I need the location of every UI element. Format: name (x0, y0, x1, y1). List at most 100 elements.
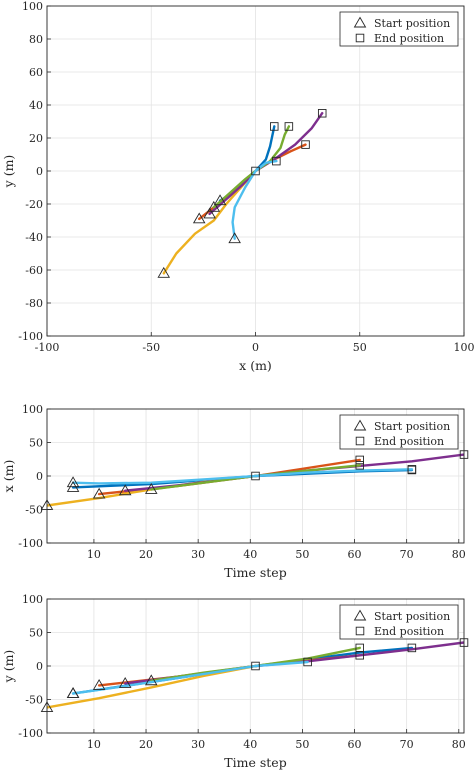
start-marker (203, 207, 216, 219)
y-tick-label: -100 (18, 330, 43, 343)
start-marker (213, 194, 227, 206)
axes-frame (46, 598, 465, 734)
legend-end-label: End position (374, 625, 444, 638)
start-marker (207, 200, 221, 212)
x-tick-label: -50 (142, 341, 160, 354)
x-axis-label: Time step (224, 755, 286, 770)
legend-end-label: End position (374, 435, 444, 448)
x-tick-label: 80 (452, 738, 466, 751)
series-group (47, 453, 464, 507)
end-marker (251, 471, 260, 481)
y-tick-label: -50 (25, 504, 43, 517)
series-group (47, 641, 464, 709)
y-tick-label: 0 (36, 165, 43, 178)
end-marker (407, 465, 417, 474)
x-tick-label: 50 (295, 738, 309, 751)
y-tick-label: -40 (25, 231, 43, 244)
start-marker (66, 687, 80, 698)
x-tick-label: 80 (452, 548, 466, 561)
y-tick-label: -100 (18, 537, 43, 550)
y-tick-label: -60 (25, 264, 43, 277)
y-tick-label: 40 (29, 99, 43, 112)
legend-end-symbol (355, 626, 365, 636)
trajectory-line (71, 468, 414, 485)
end-marker (317, 108, 327, 118)
legend-start-label: Start position (374, 17, 450, 30)
x-tick-label: -100 (35, 341, 60, 354)
y-axis-label: y (m) (1, 155, 16, 189)
y-tick-label: 50 (29, 437, 43, 450)
end-marker (303, 657, 312, 667)
end-marker (251, 661, 260, 671)
end-marker (301, 140, 310, 149)
x-tick-label: 30 (191, 738, 205, 751)
legend-start-label: Start position (374, 420, 450, 433)
axes-frame (46, 5, 465, 337)
trajectory-line (231, 159, 278, 240)
x-tick-label: 60 (348, 548, 362, 561)
end-marker (251, 166, 260, 176)
start-marker (144, 674, 158, 686)
legend-end-symbol (355, 33, 365, 43)
x-tick-label: 40 (243, 548, 257, 561)
legend-start-label: Start position (374, 610, 450, 623)
x-axis-label: Time step (224, 565, 286, 580)
y-tick-label: -20 (25, 198, 43, 211)
end-marker (270, 122, 279, 131)
y-tick-label: 60 (29, 66, 43, 79)
y-tick-label: 80 (29, 33, 43, 46)
x-tick-label: 10 (87, 738, 101, 751)
x-tick-label: 20 (139, 548, 153, 561)
x-tick-label: 50 (295, 548, 309, 561)
x-tick-label: 50 (353, 341, 367, 354)
x-tick-label: 20 (139, 738, 153, 751)
y-tick-label: 100 (22, 0, 43, 13)
start-marker (157, 266, 171, 278)
y-tick-label: 100 (22, 403, 43, 416)
y-tick-label: 20 (29, 132, 43, 145)
end-marker (355, 455, 365, 465)
y-tick-label: 100 (22, 593, 43, 606)
y-tick-label: -80 (25, 297, 43, 310)
trajectory-line (47, 664, 257, 709)
x-tick-label: 40 (243, 738, 257, 751)
x-tick-label: 60 (348, 738, 362, 751)
legend: Start position End position (339, 604, 459, 640)
start-marker (92, 679, 106, 690)
x-tick-label: 100 (454, 341, 474, 354)
legend-end-label: End position (374, 32, 444, 45)
legend: Start position End position (339, 414, 459, 450)
start-marker (228, 232, 241, 244)
end-marker (407, 643, 417, 653)
end-marker (355, 643, 365, 653)
trajectory-line (71, 660, 309, 695)
legend: Start position End position (339, 11, 459, 47)
legend-start-symbol (353, 419, 367, 431)
end-marker (272, 156, 281, 166)
x-axis-label: x (m) (239, 358, 272, 373)
x-tick-label: 70 (400, 548, 414, 561)
legend-start-symbol (353, 609, 367, 621)
start-marker (118, 484, 132, 496)
end-marker (355, 461, 365, 470)
x-tick-label: 30 (191, 548, 205, 561)
start-marker (92, 487, 106, 499)
start-marker (144, 483, 158, 494)
axes-frame (46, 408, 465, 544)
start-marker (118, 677, 132, 688)
y-tick-label: 0 (36, 660, 43, 673)
x-tick-label: 0 (252, 341, 259, 354)
start-marker (66, 476, 80, 488)
y-tick-label: 0 (36, 470, 43, 483)
plot-xy: -100 -50 0 50 100 -100 -80 -60 -40 -20 0 20 40 60 80 10… (1, 0, 474, 373)
x-tick-label: 10 (87, 548, 101, 561)
plot-yt: 10 20 30 40 50 60 70 80 -100 -50 0 50 100 Time step y … (1, 593, 469, 770)
end-marker (284, 122, 294, 131)
legend-end-symbol (355, 436, 365, 446)
y-axis-label: x (m) (1, 460, 16, 493)
x-tick-label: 70 (400, 738, 414, 751)
y-tick-label: 50 (29, 627, 43, 640)
y-axis-label: y (m) (1, 650, 16, 684)
plot-xt: 10 20 30 40 50 60 70 80 -100 -50 0 50 100 Time step x … (1, 403, 469, 580)
